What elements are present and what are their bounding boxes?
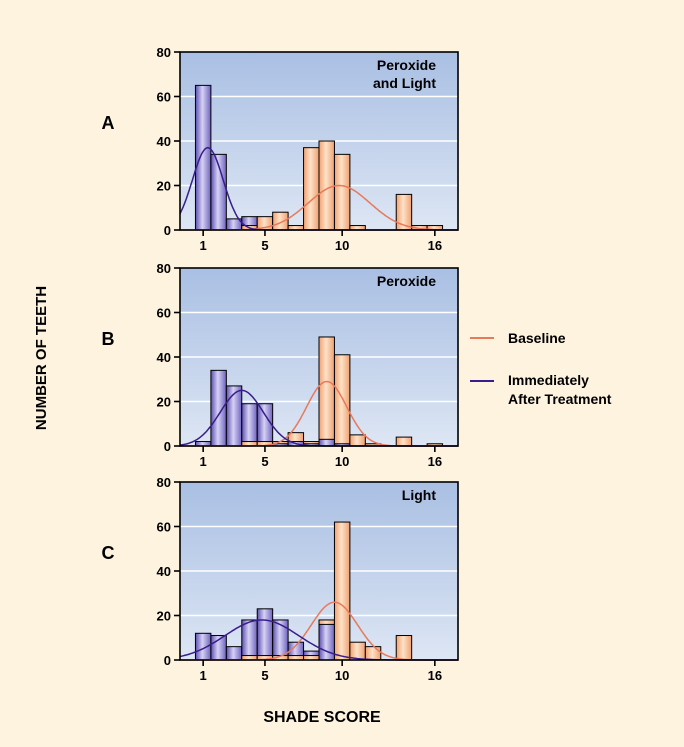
panel-letter: C [102, 543, 115, 563]
x-axis-title: SHADE SCORE [263, 709, 381, 726]
bar-after-treatment [210, 369, 227, 447]
bar-after-treatment [256, 403, 274, 447]
y-tick-label: 40 [157, 564, 171, 579]
y-axis-title: NUMBER OF TEETH [33, 286, 50, 430]
y-tick-label: 80 [157, 261, 171, 276]
x-tick-label: 5 [261, 238, 268, 253]
x-tick-label: 1 [200, 238, 207, 253]
bar-after-treatment [318, 623, 335, 661]
panel-title: Peroxide [377, 273, 436, 289]
bar-baseline [333, 521, 351, 661]
x-tick-label: 1 [200, 454, 207, 469]
bar-after-treatment [256, 608, 274, 661]
panel-title: Light [402, 487, 437, 503]
y-tick-label: 40 [157, 134, 171, 149]
y-tick-label: 20 [157, 609, 171, 624]
bar-baseline [364, 646, 382, 661]
x-tick-label: 10 [335, 454, 349, 469]
y-tick-label: 0 [164, 439, 171, 454]
bar-after-treatment [194, 632, 212, 661]
x-tick-label: 5 [261, 454, 268, 469]
y-tick-label: 60 [157, 90, 171, 105]
bar-after-treatment [194, 84, 212, 231]
y-tick-label: 80 [157, 475, 171, 490]
bar-baseline [272, 211, 289, 231]
panel-letter: A [102, 113, 115, 133]
x-tick-label: 10 [335, 668, 349, 683]
y-tick-label: 60 [157, 306, 171, 321]
legend-label-after-line2: After Treatment [508, 391, 612, 407]
bar-after-treatment [241, 403, 258, 447]
y-tick-label: 0 [164, 653, 171, 668]
panel-c: 0 20 40 60 80 1 5 10 16 C Light [102, 475, 459, 683]
panel-b: 0 20 40 60 80 1 5 10 16 B Peroxide [102, 261, 459, 469]
panel-title: and Light [373, 75, 436, 91]
legend: Baseline Immediately After Treatment [470, 330, 612, 407]
x-tick-label: 10 [335, 238, 349, 253]
y-tick-label: 80 [157, 45, 171, 60]
bar-baseline [318, 140, 335, 231]
panel-letter: B [102, 329, 115, 349]
bar-baseline [303, 147, 320, 231]
bar-baseline [333, 153, 351, 231]
bar-baseline [318, 336, 335, 447]
y-tick-label: 60 [157, 520, 171, 535]
panel-title: Peroxide [377, 57, 436, 73]
legend-label-baseline: Baseline [508, 330, 566, 346]
y-tick-label: 40 [157, 350, 171, 365]
bar-after-treatment [318, 438, 335, 447]
bar-baseline [349, 434, 366, 447]
bar-after-treatment [225, 646, 243, 661]
y-tick-label: 20 [157, 179, 171, 194]
x-tick-label: 5 [261, 668, 268, 683]
x-tick-label: 1 [200, 668, 207, 683]
x-tick-label: 16 [428, 238, 442, 253]
y-tick-label: 0 [164, 223, 171, 238]
bar-baseline [333, 354, 351, 447]
x-tick-label: 16 [428, 668, 442, 683]
bar-after-treatment [241, 619, 258, 661]
y-tick-label: 20 [157, 395, 171, 410]
bar-baseline [395, 436, 413, 447]
legend-label-after-line1: Immediately [508, 372, 589, 388]
bar-after-treatment [225, 385, 243, 447]
x-tick-label: 16 [428, 454, 442, 469]
bar-baseline [395, 635, 413, 661]
panel-a: 0 20 40 60 80 1 5 10 16 A Peroxide and Light [102, 45, 459, 253]
